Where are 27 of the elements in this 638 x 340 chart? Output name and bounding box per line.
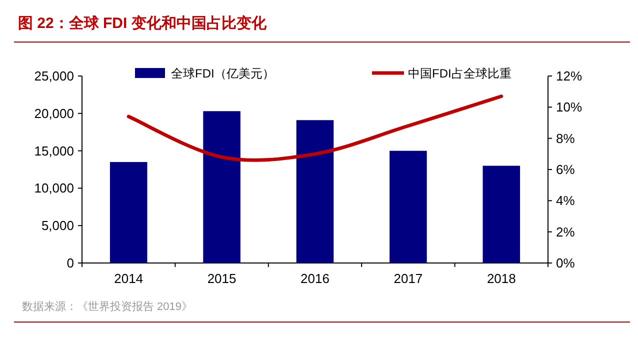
y-tick-label: 15,000 (34, 143, 74, 158)
bar (110, 162, 148, 263)
y2-tick-label: 2% (556, 224, 576, 240)
x-tick-label: 2016 (300, 271, 330, 286)
bar (482, 166, 520, 263)
y-tick-label: 20,000 (34, 106, 74, 121)
y-tick-label: 10,000 (34, 180, 74, 196)
bar (296, 120, 334, 263)
y2-tick-label: 4% (556, 193, 576, 208)
x-tick-label: 2015 (207, 271, 236, 286)
legend-label: 中国FDI占全球比重 (408, 66, 512, 80)
source-note: 数据来源：《世界投资报告 2019》 (22, 300, 193, 313)
x-tick-label: 2014 (114, 271, 144, 286)
chart-title: 图 22：全球 FDI 变化和中国占比变化 (18, 14, 268, 32)
legend-label: 全球FDI（亿美元） (171, 66, 274, 80)
y2-tick-label: 6% (556, 162, 576, 177)
y2-tick-label: 10% (556, 100, 582, 115)
y-tick-label: 5,000 (41, 218, 74, 234)
x-tick-label: 2018 (486, 271, 516, 286)
x-tick-label: 2017 (394, 271, 423, 286)
y2-tick-label: 8% (556, 130, 576, 146)
y2-tick-label: 12% (556, 68, 582, 84)
y-tick-label: 0 (66, 256, 74, 270)
bar (390, 150, 427, 263)
y2-tick-label: 0% (556, 256, 576, 270)
y-tick-label: 25,000 (34, 68, 74, 84)
bar (203, 111, 240, 263)
